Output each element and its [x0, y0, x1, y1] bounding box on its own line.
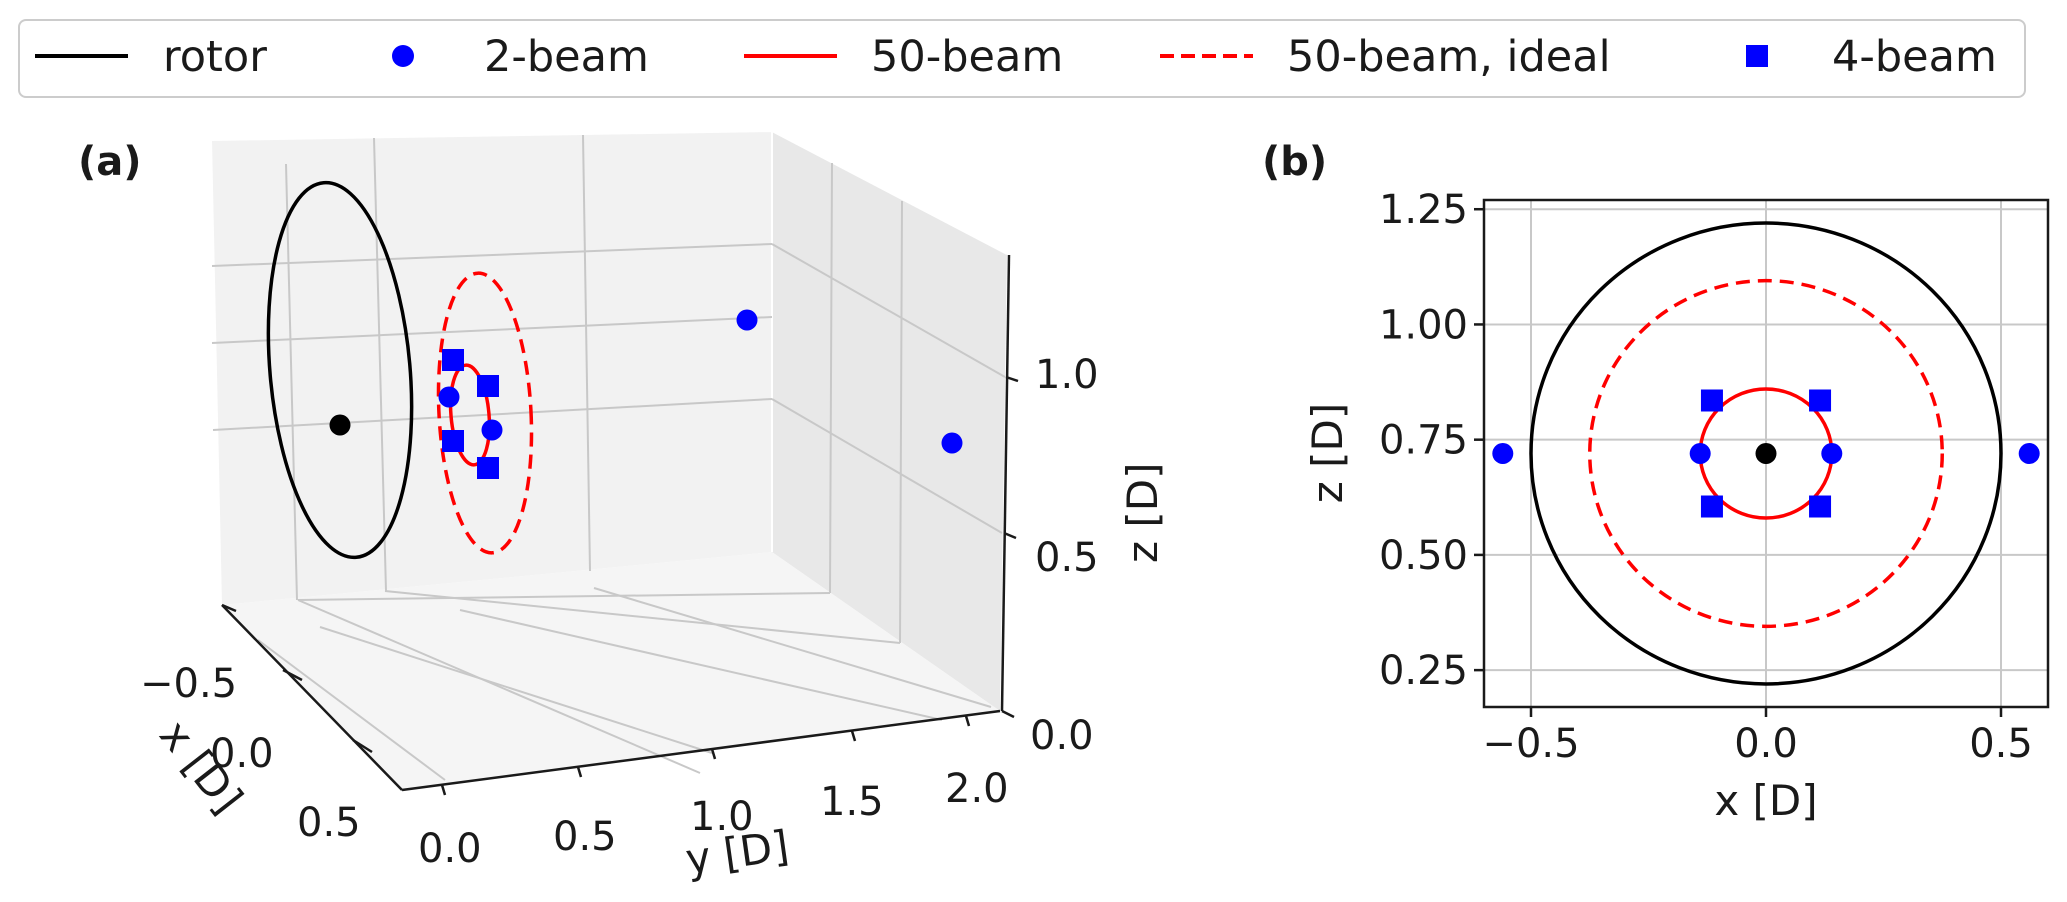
x-tick-label: −0.5 [140, 661, 237, 707]
rotor-circle [1529, 221, 2003, 686]
x-tick-label: 0.0 [210, 731, 274, 777]
panel-b: (b) −0.5 0.0 0.5 0.25 0.50 0.75 1.00 1.25 x [D… [1262, 139, 2050, 825]
y-tick-label: 1.0 [690, 794, 754, 840]
2-beam-point [2018, 443, 2040, 464]
4-beam-point [1809, 389, 1832, 412]
y-tick-label: 2.0 [945, 766, 1009, 812]
y-tick-label: 0.25 [1379, 648, 1468, 694]
legend-2beam-marker [392, 45, 414, 67]
x-tick-label: −0.5 [1482, 721, 1579, 767]
4-beam-point-3d [477, 457, 499, 479]
axis-ticks-3d [221, 375, 1019, 796]
y-axis-label-b: z [D] [1303, 403, 1352, 504]
z-tick-label: 1.0 [1035, 352, 1099, 398]
z-axis-label: z [D] [1118, 462, 1167, 563]
2-beam-point [1821, 443, 1843, 464]
panel-a-label: (a) [78, 139, 142, 185]
x-tick-label: 0.0 [1734, 721, 1798, 767]
hub-point [1755, 443, 1777, 464]
y-tick-label: 1.5 [820, 779, 884, 825]
legend-4beam-marker [1746, 45, 1768, 67]
panel-a: (a) [78, 129, 1167, 884]
y-tick-label: 1.00 [1379, 302, 1468, 348]
2-beam-point-3d [438, 386, 460, 408]
2-beam-point-3d [941, 432, 963, 454]
y-tick-label: 1.25 [1379, 187, 1468, 233]
x-tick-label: 0.5 [1969, 721, 2033, 767]
4-beam-point [1700, 389, 1723, 412]
legend-label-50beam-ideal: 50-beam, ideal [1287, 32, 1611, 82]
50-beam-circle-3d [448, 363, 492, 467]
2-beam-point-3d [736, 309, 758, 331]
legend-frame [18, 19, 2026, 98]
legend: rotor 2-beam 50-beam 50-beam, ideal 4-be… [18, 19, 2026, 98]
2-beam-point [1492, 443, 1514, 464]
x-ticks-b: −0.5 0.0 0.5 [1482, 707, 2033, 767]
2-beam-point-3d [481, 419, 503, 441]
4-beam-point-3d [442, 430, 464, 452]
50-beam-ideal-circle-3d [436, 271, 534, 555]
4-beam-point-3d [477, 375, 499, 397]
legend-label-50beam: 50-beam [871, 32, 1063, 82]
2-beam-point [1689, 443, 1711, 464]
y-tick-label: 0.75 [1379, 418, 1468, 464]
z-tick-label: 0.0 [1030, 713, 1094, 759]
y-tick-label: 0.0 [418, 826, 482, 872]
z-tick-label: 0.5 [1035, 535, 1099, 581]
legend-label-4beam: 4-beam [1832, 32, 1997, 82]
z-axis-line [1000, 254, 1011, 712]
4-beam-point [1809, 495, 1832, 518]
4-beam-point-3d [442, 349, 464, 371]
50-beam-ideal-circle [1588, 278, 1944, 629]
y-axis-line [401, 709, 1001, 792]
4-beam-point [1700, 495, 1723, 518]
legend-label-2beam: 2-beam [484, 32, 649, 82]
data-layer-b [1492, 221, 2040, 686]
x-tick-label: 0.5 [297, 800, 361, 846]
y-tick-label: 0.5 [553, 814, 617, 860]
y-tick-label: 0.50 [1379, 533, 1468, 579]
hub-point-3d [329, 414, 351, 436]
y-ticks-b: 0.25 0.50 0.75 1.00 1.25 [1379, 187, 1484, 694]
x-axis-label-b: x [D] [1714, 776, 1817, 825]
panel-b-label: (b) [1262, 139, 1327, 185]
pane-floor [222, 552, 1000, 790]
rotor-circle-3d [266, 180, 414, 560]
x-axis-line [221, 604, 403, 791]
legend-label-rotor: rotor [163, 32, 267, 82]
